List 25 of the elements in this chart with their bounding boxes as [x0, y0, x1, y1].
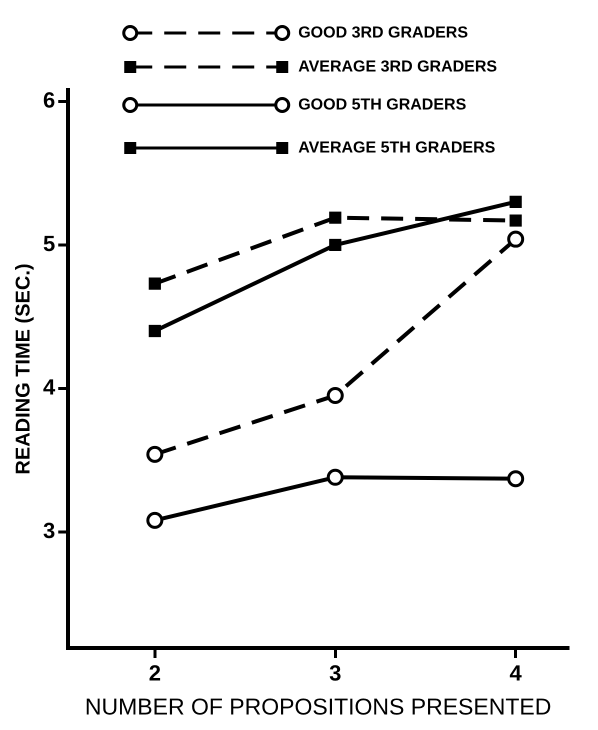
point	[146, 446, 164, 463]
y-axis-title: READING TIME (SEC.)	[12, 263, 35, 475]
y-tick-label: 3	[42, 518, 56, 543]
point	[326, 387, 344, 404]
legend-label: GOOD 3RD GRADERS	[298, 24, 468, 42]
point	[507, 470, 524, 488]
point	[329, 212, 342, 224]
legend-label: AVERAGE 5TH GRADERS	[298, 139, 496, 156]
y-tick-label: 4	[42, 374, 56, 400]
y-tick-label: 6	[42, 88, 56, 113]
point	[329, 238, 342, 252]
point	[148, 278, 161, 290]
point	[507, 230, 524, 248]
point	[146, 512, 164, 529]
x-axis-title: NUMBER OF PROPOSITIONS PRESENTED	[84, 694, 552, 720]
legend-label: GOOD 5TH GRADERS	[298, 96, 467, 114]
x-tick-label: 2	[148, 660, 161, 686]
x-tick-label: 3	[329, 660, 342, 686]
y-tick-label: 5	[42, 230, 56, 256]
x-tick-label: 4	[510, 660, 523, 686]
point	[326, 468, 344, 486]
point	[510, 214, 522, 227]
point	[510, 196, 522, 208]
legend-label: AVERAGE 3RD GRADERS	[298, 58, 498, 76]
point	[148, 324, 161, 338]
